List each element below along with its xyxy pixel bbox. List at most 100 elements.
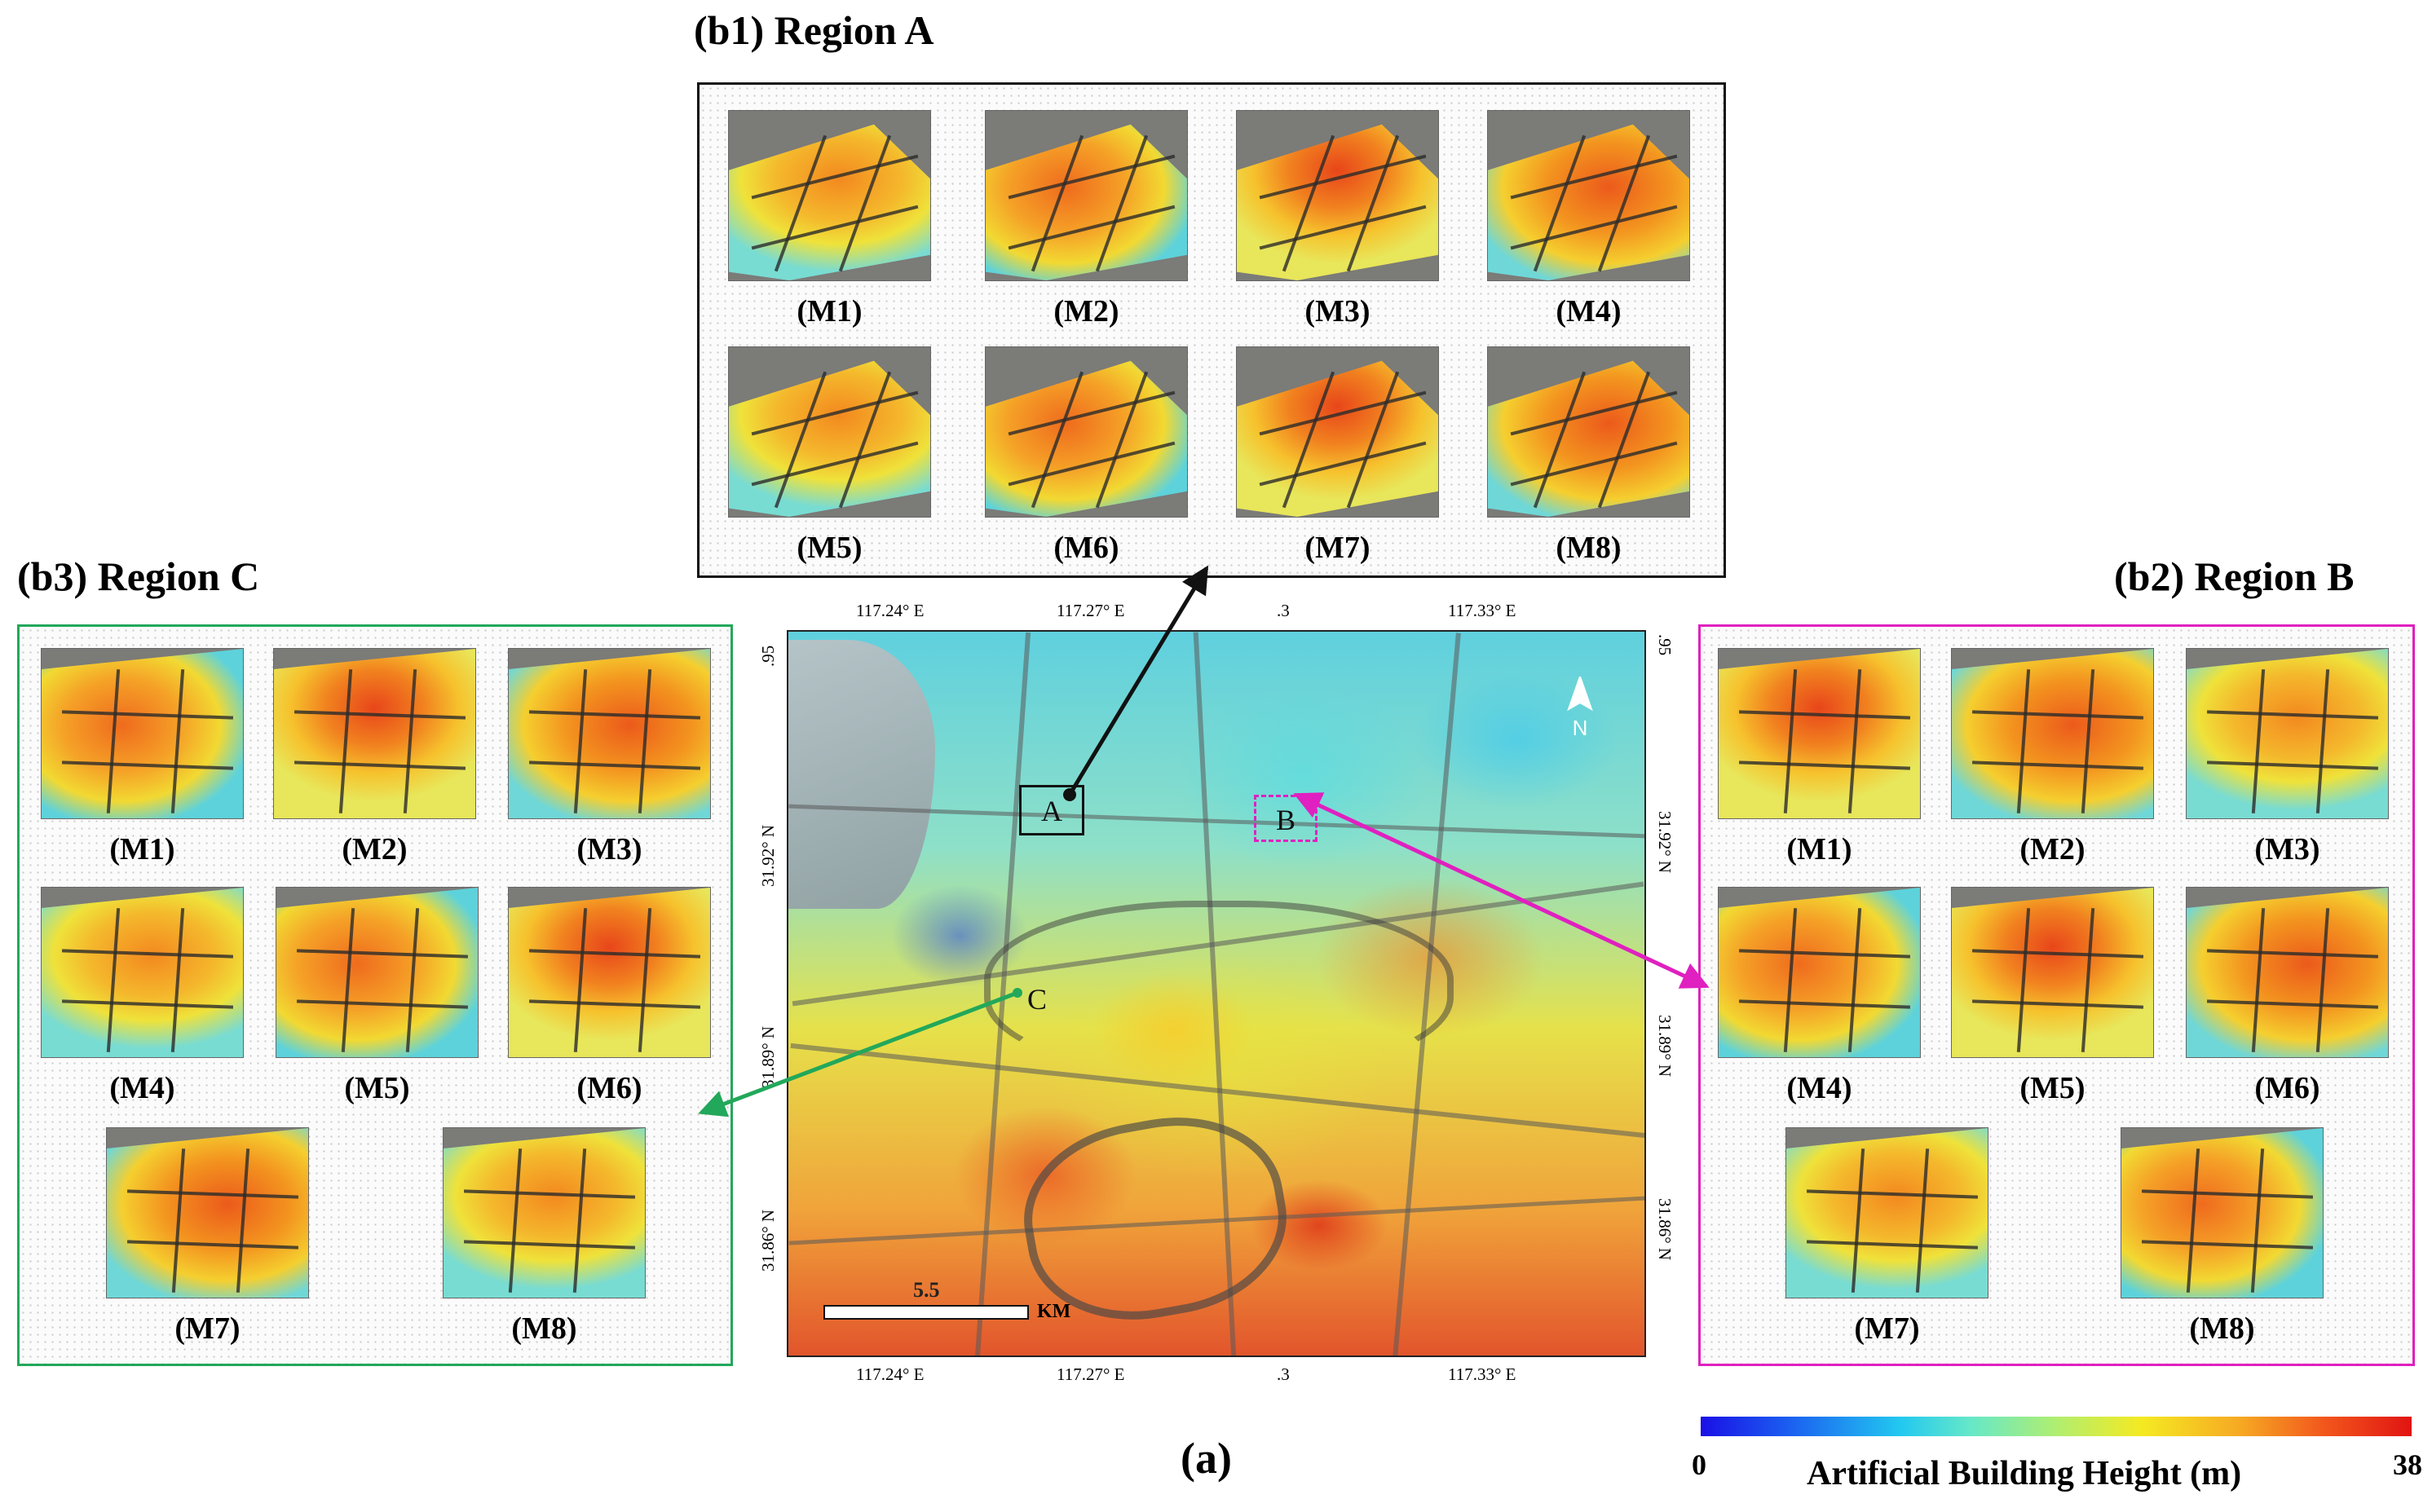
bottom-tick: 117.27° E <box>1057 1364 1125 1384</box>
region-b-thumbnail[interactable] <box>2121 1127 2324 1298</box>
region-a-panel-label: (M6) <box>1053 531 1119 565</box>
height-heatmap <box>2187 888 2388 1057</box>
region-a-panel-label: (M4) <box>1556 294 1622 328</box>
top-tick: 117.33° E <box>1448 601 1516 620</box>
marker-region-a[interactable]: A <box>1019 785 1084 835</box>
region-a-panel-label: (M3) <box>1304 294 1370 328</box>
marker-region-c[interactable]: C <box>1026 983 1047 1016</box>
region-c-suffix: ) <box>73 553 88 599</box>
left-tick: 31.89° N <box>758 1025 778 1088</box>
region-c-panel-label: (M4) <box>109 1071 175 1105</box>
region-c-tag: b3 <box>30 553 74 599</box>
region-c-title: Region C <box>97 553 260 599</box>
scale-bar <box>823 1305 1029 1320</box>
region-c-thumbnail[interactable] <box>508 887 711 1058</box>
height-heatmap <box>509 888 710 1057</box>
region-a-thumbnail[interactable] <box>1236 346 1439 518</box>
lake <box>788 640 935 909</box>
colorbar-min: 0 <box>1692 1448 1706 1481</box>
region-b-panel-label: (M8) <box>2189 1311 2255 1346</box>
height-heatmap <box>1719 649 1920 818</box>
scale-value: 5.5 <box>913 1278 940 1302</box>
region-b-thumbnail[interactable] <box>1718 887 1921 1058</box>
region-a-suffix: ) <box>750 7 765 53</box>
right-tick: .95 <box>1655 634 1675 656</box>
bottom-tick: .3 <box>1277 1364 1290 1384</box>
left-tick: 31.86° N <box>758 1209 778 1272</box>
region-a-panel-label: (M1) <box>797 294 863 328</box>
region-b-prefix: ( <box>2114 553 2128 599</box>
region-a-thumbnail[interactable] <box>1236 110 1439 281</box>
region-b-thumbnail[interactable] <box>2186 887 2389 1058</box>
region-b-panel-label: (M4) <box>1786 1071 1852 1105</box>
colorbar <box>1701 1417 2412 1436</box>
region-c-panel-label: (M8) <box>511 1311 577 1346</box>
height-heatmap <box>276 888 478 1057</box>
region-a-tag: b1 <box>707 7 751 53</box>
region-b-thumbnail[interactable] <box>2186 648 2389 819</box>
region-a-thumbnail[interactable] <box>1487 110 1690 281</box>
region-c-panel-label: (M6) <box>576 1071 642 1105</box>
height-heatmap <box>274 649 475 818</box>
region-a-panel-label: (M2) <box>1053 294 1119 328</box>
region-a-thumbnail[interactable] <box>728 110 931 281</box>
region-b-panel-label: (M6) <box>2254 1071 2320 1105</box>
region-b-thumbnail[interactable] <box>1718 648 1921 819</box>
region-b-panel-label: (M1) <box>1786 832 1852 866</box>
region-c-thumbnail[interactable] <box>106 1127 309 1298</box>
region-c-thumbnail[interactable] <box>276 887 479 1058</box>
height-heatmap <box>1719 888 1920 1057</box>
right-tick: 31.86° N <box>1655 1198 1675 1261</box>
region-a-thumbnail[interactable] <box>985 346 1188 518</box>
region-a-title: Region A <box>774 7 934 53</box>
region-b-thumbnail[interactable] <box>1951 648 2154 819</box>
region-a-heading: (b1) Region A <box>694 10 934 51</box>
region-b-panel-label: (M2) <box>2019 832 2086 866</box>
height-heatmap <box>444 1128 645 1298</box>
region-c-thumbnail[interactable] <box>41 887 244 1058</box>
left-tick: .95 <box>758 645 778 667</box>
region-b-title: Region B <box>2194 553 2355 599</box>
colorbar-max: 38 <box>2393 1448 2422 1481</box>
region-a-panel-label: (M7) <box>1304 531 1370 565</box>
height-heatmap <box>509 649 710 818</box>
left-tick: 31.92° N <box>758 824 778 887</box>
region-a-panel-label: (M5) <box>797 531 863 565</box>
region-c-prefix: ( <box>17 553 31 599</box>
height-heatmap <box>1952 649 2153 818</box>
region-c-panel-label: (M3) <box>576 832 642 866</box>
height-heatmap <box>1786 1128 1988 1298</box>
height-heatmap <box>1952 888 2153 1057</box>
region-b-thumbnail[interactable] <box>1951 887 2154 1058</box>
height-heatmap <box>2187 649 2388 818</box>
region-a-prefix: ( <box>694 7 708 53</box>
region-b-suffix: ) <box>2170 553 2185 599</box>
right-tick: 31.92° N <box>1655 811 1675 874</box>
region-c-thumbnail[interactable] <box>508 648 711 819</box>
region-b-heading: (b2) Region B <box>2114 556 2354 597</box>
marker-region-b[interactable]: B <box>1254 795 1318 842</box>
bottom-tick: 117.24° E <box>856 1364 925 1384</box>
figure-caption: (a) <box>1181 1434 1232 1483</box>
region-c-thumbnail[interactable] <box>443 1127 646 1298</box>
region-c-thumbnail[interactable] <box>41 648 244 819</box>
region-c-panel-label: (M5) <box>344 1071 410 1105</box>
region-b-panel-label: (M7) <box>1854 1311 1920 1346</box>
region-a-thumbnail[interactable] <box>1487 346 1690 518</box>
region-b-panel-label: (M5) <box>2019 1071 2086 1105</box>
region-c-heading: (b3) Region C <box>17 556 259 597</box>
region-a-thumbnail[interactable] <box>985 110 1188 281</box>
right-tick: 31.89° N <box>1655 1015 1675 1078</box>
region-b-thumbnail[interactable] <box>1785 1127 1988 1298</box>
main-building-height-map[interactable] <box>787 630 1646 1357</box>
height-heatmap <box>107 1128 308 1298</box>
scale-unit: KM <box>1037 1301 1071 1322</box>
top-tick: 117.24° E <box>856 601 925 620</box>
height-heatmap <box>42 888 243 1057</box>
height-heatmap <box>42 649 243 818</box>
region-b-panel-label: (M3) <box>2254 832 2320 866</box>
region-a-thumbnail[interactable] <box>728 346 931 518</box>
north-arrow-icon: N <box>1567 677 1593 740</box>
top-tick: .3 <box>1277 601 1290 620</box>
region-c-thumbnail[interactable] <box>273 648 476 819</box>
